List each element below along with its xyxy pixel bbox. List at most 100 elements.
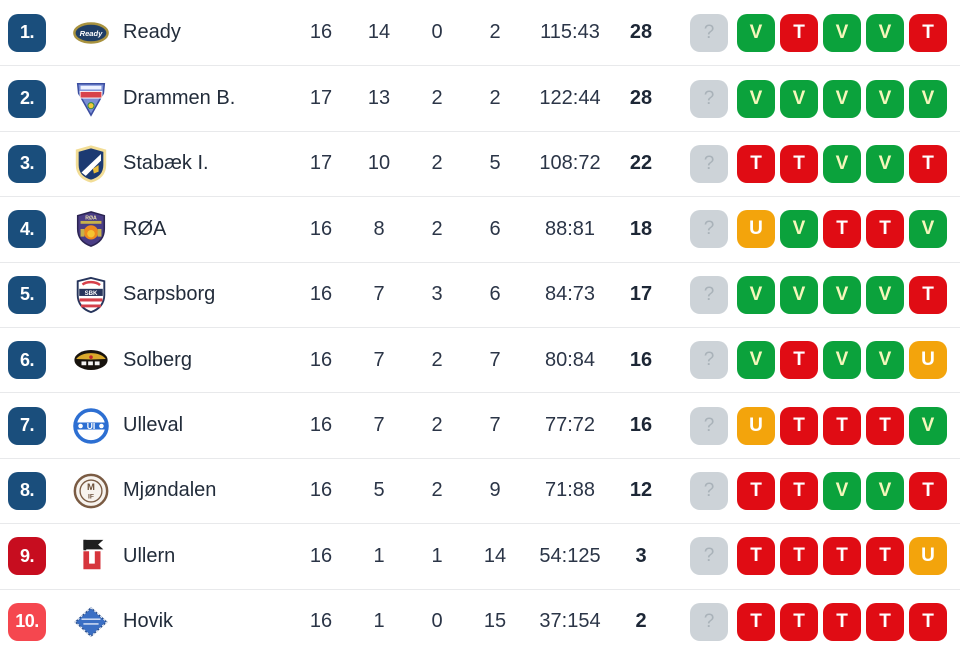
team-logo-icon: M IF xyxy=(72,472,110,510)
stat-points: 12 xyxy=(629,479,653,502)
stat-played: 16 xyxy=(309,217,333,240)
svg-text:M: M xyxy=(87,482,95,493)
svg-text:RØA: RØA xyxy=(85,216,97,222)
rank-badge: 10. xyxy=(8,602,46,641)
stat-points: 3 xyxy=(635,544,647,567)
stat-points: 22 xyxy=(629,152,653,175)
team-name: Ulleval xyxy=(123,414,184,437)
form-win-badge: V xyxy=(823,471,861,510)
stat-draws: 2 xyxy=(431,348,443,371)
form-loss-badge: T xyxy=(737,471,775,510)
svg-text:IF: IF xyxy=(88,494,94,501)
form-loss-badge: T xyxy=(823,406,861,445)
team-logo-icon xyxy=(72,537,110,575)
stat-draws: 2 xyxy=(431,87,443,110)
stat-losses: 6 xyxy=(489,217,501,240)
team-name: Stabæk I. xyxy=(123,152,209,175)
rank-badge: 3. xyxy=(8,144,46,183)
form-win-badge: V xyxy=(737,341,775,380)
stat-goal-ratio: 37:154 xyxy=(539,610,601,633)
stat-wins: 7 xyxy=(373,414,385,437)
stat-goal-ratio: 88:81 xyxy=(544,217,596,240)
rank-badge: 2. xyxy=(8,79,46,118)
form-win-badge: V xyxy=(866,471,904,510)
form-win-badge: V xyxy=(823,79,861,118)
stat-draws: 2 xyxy=(431,414,443,437)
table-row[interactable]: 9. Ullern 16 1 1 14 54:125 3 ? T T T T U xyxy=(0,523,960,589)
form-win-badge: V xyxy=(823,341,861,380)
table-row[interactable]: 2. Drammen B. 17 13 2 2 122:44 28 ? V V V V V xyxy=(0,65,960,131)
team-name: RØA xyxy=(123,217,167,240)
form-win-badge: V xyxy=(866,275,904,314)
form-loss-badge: T xyxy=(780,144,818,183)
team-name: Ullern xyxy=(123,544,176,567)
form-loss-badge: T xyxy=(909,13,947,52)
form-badges: ? V T V V T xyxy=(690,13,947,52)
stat-draws: 2 xyxy=(431,152,443,175)
form-loss-badge: T xyxy=(909,144,947,183)
table-row[interactable]: 8. M IF Mjøndalen 16 5 2 9 71:88 12 ? T T V V… xyxy=(0,457,960,524)
form-loss-badge: T xyxy=(780,406,818,445)
form-win-badge: V xyxy=(823,144,861,183)
form-win-badge: V xyxy=(780,210,818,249)
form-unknown-badge: ? xyxy=(690,406,728,445)
rank-badge: 6. xyxy=(8,341,46,380)
stat-wins: 8 xyxy=(373,217,385,240)
stat-goal-ratio: 71:88 xyxy=(544,479,596,502)
stat-played: 16 xyxy=(309,610,333,633)
form-win-badge: V xyxy=(737,13,775,52)
form-win-badge: V xyxy=(866,144,904,183)
form-loss-badge: T xyxy=(866,210,904,249)
form-draw-badge: U xyxy=(909,341,947,380)
form-badges: ? V V V V T xyxy=(690,275,947,314)
form-badges: ? V V V V V xyxy=(690,79,947,118)
form-win-badge: V xyxy=(866,79,904,118)
form-win-badge: V xyxy=(866,341,904,380)
rank-badge: 4. xyxy=(8,210,46,249)
svg-text:SBK: SBK xyxy=(85,290,98,297)
form-unknown-badge: ? xyxy=(690,210,728,249)
team-logo-icon: UI xyxy=(72,407,110,445)
form-badges: ? U T T T V xyxy=(690,406,947,445)
svg-text:UI: UI xyxy=(87,421,96,431)
team-logo-icon xyxy=(72,80,110,118)
form-loss-badge: T xyxy=(866,406,904,445)
stat-goal-ratio: 122:44 xyxy=(539,87,601,110)
table-row[interactable]: 6. Solberg 16 7 2 7 80:84 16 ? V T V V U xyxy=(0,326,960,393)
form-badges: ? T T T T U xyxy=(690,537,947,576)
stat-played: 16 xyxy=(309,21,333,44)
table-row[interactable]: 5. SBK Sarpsborg 16 7 3 6 84:73 17 ? V V V V… xyxy=(0,261,960,327)
form-loss-badge: T xyxy=(909,275,947,314)
stat-points: 18 xyxy=(629,217,653,240)
form-win-badge: V xyxy=(823,13,861,52)
rank-badge: 8. xyxy=(8,471,46,510)
form-loss-badge: T xyxy=(780,341,818,380)
form-loss-badge: T xyxy=(737,537,775,576)
rank-badge: 1. xyxy=(8,13,46,52)
stat-losses: 5 xyxy=(489,152,501,175)
form-unknown-badge: ? xyxy=(690,79,728,118)
form-win-badge: V xyxy=(780,79,818,118)
stat-goal-ratio: 54:125 xyxy=(539,544,601,567)
stat-draws: 2 xyxy=(431,217,443,240)
stat-played: 17 xyxy=(309,152,333,175)
stat-wins: 7 xyxy=(373,283,385,306)
form-unknown-badge: ? xyxy=(690,537,728,576)
team-name: Ready xyxy=(123,21,181,44)
table-row[interactable]: 1. Ready Ready 16 14 0 2 115:43 28 ? V T V V… xyxy=(0,0,960,66)
table-row[interactable]: 3. Stabæk I. 17 10 2 5 108:72 22 ? T T V V T xyxy=(0,130,960,197)
table-row[interactable]: 4. RØA RØA 16 8 2 6 88:81 18 ? U V T T V xyxy=(0,196,960,262)
stat-points: 16 xyxy=(629,414,653,437)
stat-goal-ratio: 84:73 xyxy=(544,283,596,306)
table-row[interactable]: 10. Hovik 16 1 0 15 37:154 2 ? T T T T T xyxy=(0,588,960,654)
team-logo-icon: SBK xyxy=(72,276,110,314)
stat-wins: 7 xyxy=(373,348,385,371)
stat-goal-ratio: 80:84 xyxy=(544,348,596,371)
stat-played: 16 xyxy=(309,414,333,437)
table-row[interactable]: 7. UI Ulleval 16 7 2 7 77:72 16 ? U T T T V xyxy=(0,392,960,458)
team-logo-icon: Ready xyxy=(72,14,110,52)
form-unknown-badge: ? xyxy=(690,13,728,52)
stat-played: 16 xyxy=(309,283,333,306)
team-name: Drammen B. xyxy=(123,87,236,110)
